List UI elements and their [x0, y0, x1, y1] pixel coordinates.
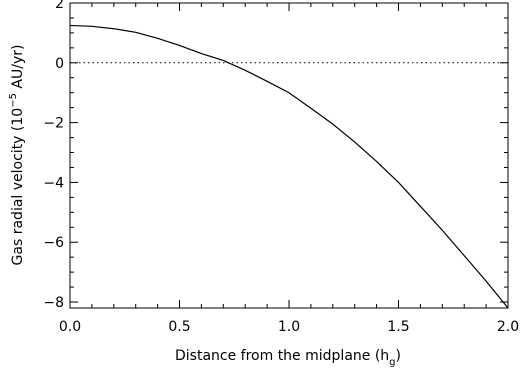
ticks-layer	[69, 2, 509, 308]
y-tick-label: 0	[55, 56, 64, 72]
x-tick-label: 0.5	[168, 319, 190, 335]
x-axis-label: Distance from the midplane (hg)	[175, 348, 401, 368]
velocity-curve	[69, 24, 509, 309]
y-tick-label: −4	[43, 175, 64, 191]
x-tick-label: 1.0	[278, 319, 300, 335]
y-axis-label: Gas radial velocity (10−5 AU/yr)	[8, 45, 26, 266]
y-tick-label: 2	[55, 0, 64, 12]
y-tick-label: −2	[43, 116, 64, 132]
x-tick-label: 1.5	[387, 319, 409, 335]
y-tick-labels: −8 −6 −4 −2 0 2	[43, 0, 64, 311]
x-tick-label: 0.0	[59, 319, 81, 335]
y-tick-label: −8	[43, 295, 64, 311]
y-tick-label: −6	[43, 235, 64, 251]
x-tick-labels: 0.0 0.5 1.0 1.5 2.0	[59, 319, 519, 335]
x-tick-label: 2.0	[497, 319, 519, 335]
plot-frame	[69, 2, 509, 309]
